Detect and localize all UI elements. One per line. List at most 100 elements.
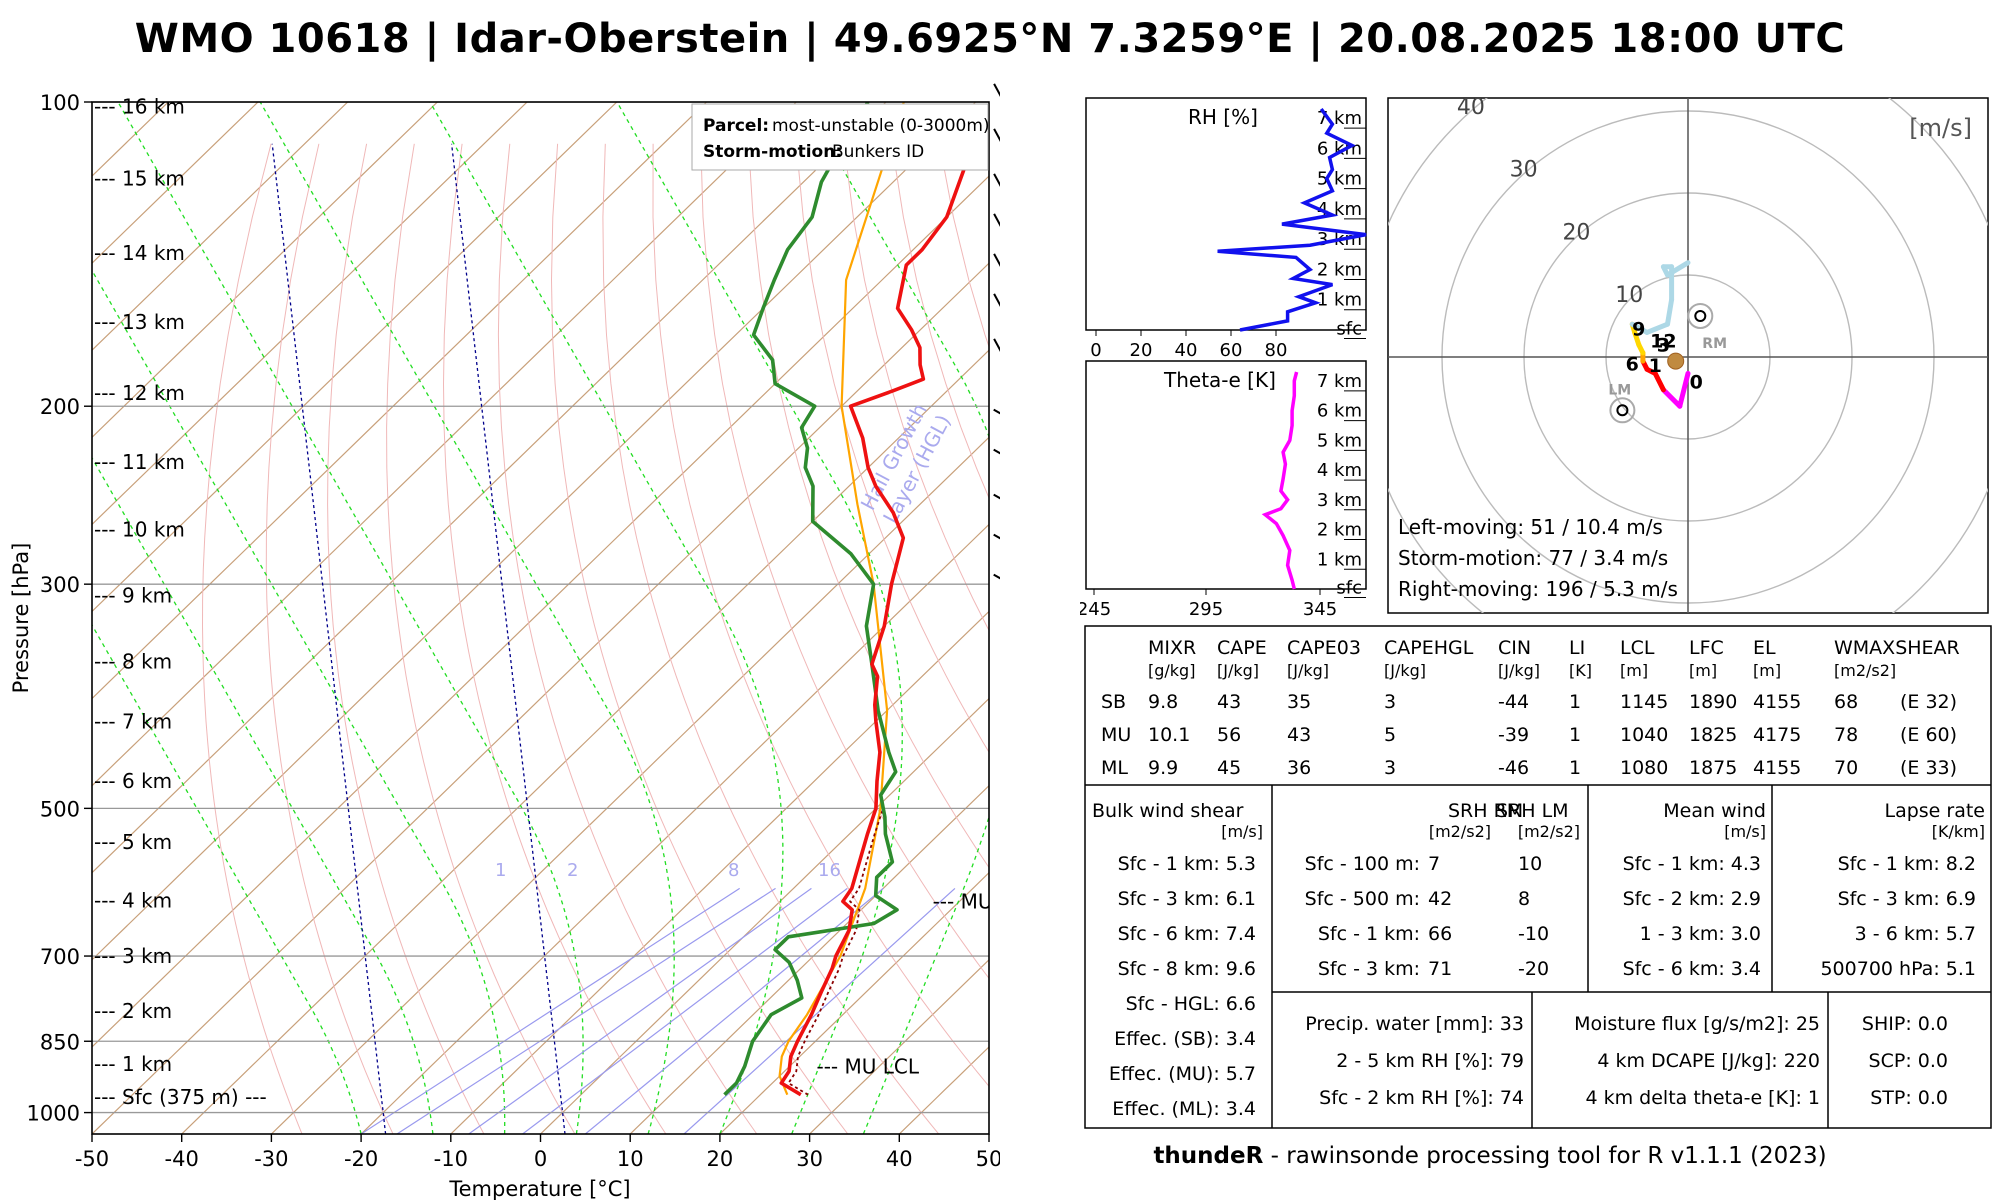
flux-row: 4 km delta theta-e [K]: 1 [1585, 1087, 1820, 1109]
rh-title: RH [%] [1188, 105, 1258, 129]
hodograph-unit: [m/s] [1909, 114, 1972, 142]
hodograph-segment [1652, 370, 1666, 393]
srh-rm-value: 42 [1428, 888, 1452, 910]
height-tick-label: 3 km [1317, 490, 1362, 511]
param-value: -44 [1498, 691, 1529, 713]
isotherm-line [629, 784, 989, 1134]
parcel-line [778, 102, 905, 1096]
composite-row: SCP: 0.0 [1869, 1050, 1948, 1072]
wind-barb [993, 293, 1000, 310]
parameter-table: MIXR CAPE CAPE03 CAPEHGL CIN LI LCL LFC EL WMAXSH… [1084, 625, 1992, 1129]
hodograph-segment [1629, 321, 1650, 335]
height-label: --- 9 km [94, 584, 172, 608]
height-tick-label: 2 km [1317, 259, 1362, 280]
mixing-ratio-line [468, 887, 812, 1134]
param-value: 10.1 [1148, 724, 1190, 746]
virtual-temperature-line [787, 808, 884, 1096]
flux-row: Moisture flux [g/s/m2]: 25 [1574, 1013, 1820, 1035]
y-tick-label: 200 [40, 395, 80, 419]
param-value: 9.9 [1148, 757, 1178, 779]
height-label: --- 10 km [94, 518, 185, 542]
mean-wind-marker [1667, 352, 1685, 370]
param-value: 36 [1287, 757, 1311, 779]
srh-row-label: Sfc - 500 m: [1305, 888, 1420, 910]
storm-motion-center [1694, 310, 1707, 322]
param-value: 1890 [1689, 691, 1737, 713]
composite-row: SHIP: 0.0 [1862, 1013, 1948, 1035]
height-tick-label: 7 km [1317, 108, 1362, 129]
skew-t-chart: Hail GrowthLayer (HGL) 1 2 8 16 --- MU EL ---… [9, 83, 1000, 1200]
param-value: 4175 [1753, 724, 1801, 746]
height-label: --- 13 km [94, 310, 185, 334]
ring-label: 10 [1615, 283, 1643, 308]
dry-adiabat-line [652, 143, 989, 1088]
mixing-ratio-line [683, 887, 956, 1134]
srh-row-label: Sfc - 100 m: [1305, 853, 1420, 875]
moist-adiabat-line [92, 623, 362, 1134]
moist-adiabat-line [92, 456, 434, 1134]
barb-flag [993, 533, 1000, 544]
storm-motion-label: LM [1608, 382, 1631, 398]
srh-row-label: Sfc - 1 km: [1318, 923, 1420, 945]
isotherm-line [450, 610, 989, 1134]
param-header: CIN [1498, 637, 1531, 659]
mixing-ratio-line [584, 887, 884, 1134]
param-value: 5 [1384, 724, 1396, 746]
x-axis-label: Temperature [°C] [448, 1177, 630, 1200]
mean-wind-unit: [m/s] [1724, 822, 1766, 841]
barb-flag [993, 408, 1000, 419]
moist-adiabat-line [117, 102, 584, 1134]
shear-row: Sfc - 8 km: 9.6 [1118, 958, 1256, 980]
param-unit: [K] [1569, 661, 1592, 680]
param-header: EL [1753, 637, 1776, 659]
barb-flag [993, 83, 1000, 100]
height-label: --- 4 km [94, 889, 172, 913]
param-unit: [J/kg] [1217, 661, 1259, 680]
footer-bold: thundeR [1153, 1143, 1264, 1169]
ring-label: 20 [1562, 220, 1590, 245]
isotherm-line [92, 262, 989, 1134]
moist-adiabat-line [92, 269, 506, 1134]
storm-motion-center [1616, 404, 1629, 417]
param-unit: [m2/s2] [1834, 661, 1896, 680]
param-value: 1145 [1620, 691, 1668, 713]
hodograph-height-label: 9 [1632, 318, 1645, 340]
height-tick-label: 1 km [1317, 290, 1362, 311]
wind-barb [993, 408, 1000, 419]
param-unit: [g/kg] [1148, 661, 1195, 680]
x-tick-label: -50 [75, 1147, 109, 1171]
wind-barb [993, 338, 1000, 355]
x-tick-label: 20 [707, 1147, 734, 1171]
lapse-title: Lapse rate [1884, 800, 1985, 822]
param-value: -46 [1498, 757, 1529, 779]
barb-flag [993, 448, 1000, 459]
param-value: 43 [1287, 724, 1311, 746]
x-tick-label: -20 [344, 1147, 378, 1171]
param-value: 3 [1384, 757, 1396, 779]
param-header: CAPE [1217, 637, 1267, 659]
barb-flag [993, 128, 1000, 145]
moisture-row: Sfc - 2 km RH [%]: 74 [1319, 1087, 1524, 1109]
lapse-row: Sfc - 1 km: 8.2 [1838, 853, 1976, 875]
isotherm-line [809, 958, 989, 1134]
x-tick-label: 30 [796, 1147, 823, 1171]
lapse-unit: [K/km] [1932, 822, 1985, 841]
barb-flag [993, 493, 1000, 504]
param-header: LFC [1689, 637, 1724, 659]
dry-adiabat-line [550, 143, 849, 1134]
hgl-label: Hail GrowthLayer (HGL) [855, 398, 955, 527]
height-label: --- 12 km [94, 381, 185, 405]
parcel-label: Parcel: [703, 116, 769, 136]
height-label: --- 11 km [94, 450, 185, 474]
y-tick-label: 500 [40, 797, 80, 821]
shear-row: Sfc - 6 km: 7.4 [1118, 923, 1256, 945]
theta-e-profile-chart: 7 km 6 km 5 km 4 km 3 km 2 km 1 km sfc 245 295 345… [1080, 360, 1367, 619]
param-value: 78 [1834, 724, 1858, 746]
y-tick-label: 850 [40, 1030, 80, 1054]
dry-adiabat-line [602, 143, 940, 1134]
hodograph-height-label: 1 [1649, 355, 1662, 377]
isotherm-line [360, 523, 989, 1134]
wind-barb [993, 533, 1000, 544]
theta-e-line [1261, 371, 1299, 590]
